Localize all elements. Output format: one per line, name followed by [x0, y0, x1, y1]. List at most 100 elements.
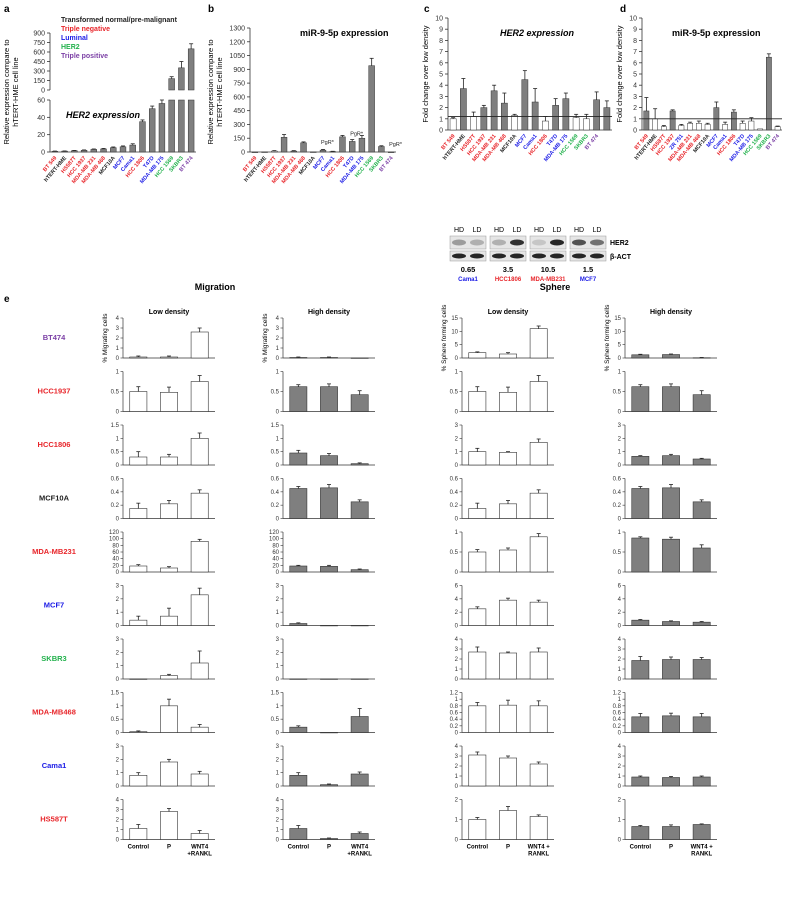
legend-entry: Luminal — [61, 35, 88, 42]
bar — [662, 538, 680, 573]
tick-label: 9 — [633, 27, 637, 34]
tick-label: 0.5 — [271, 450, 280, 456]
tick-label: 1 — [116, 370, 120, 376]
bar — [349, 141, 356, 153]
tick-label: 0 — [116, 517, 120, 523]
tick-label: 0.6 — [613, 711, 622, 717]
bar — [460, 88, 467, 131]
tick-label: 0 — [633, 128, 637, 135]
tick-label: 300 — [33, 69, 45, 76]
tick-label: 3 — [116, 637, 120, 643]
tick-label: 2 — [455, 764, 459, 770]
bar — [692, 659, 711, 680]
bar — [631, 716, 650, 733]
bar — [190, 726, 209, 733]
bar — [662, 715, 680, 733]
tick-label: 900 — [233, 67, 245, 74]
tick-label: 1050 — [229, 53, 245, 60]
bar — [739, 123, 746, 131]
tick-label: 0 — [116, 838, 120, 844]
group-title-migration: Migration — [195, 282, 236, 292]
tick-label: 0.5 — [111, 717, 120, 723]
tick-label: 6 — [618, 584, 622, 590]
tick-label: 2 — [276, 818, 280, 824]
blot-lane-label: LD — [473, 227, 482, 234]
tick-label: 0.5 — [450, 390, 459, 396]
bar — [339, 136, 346, 153]
blot-band — [532, 253, 546, 259]
bar — [529, 651, 548, 680]
tick-label: 4 — [276, 316, 280, 322]
tick-label: 3 — [455, 423, 459, 429]
tick-label: 0 — [241, 150, 245, 157]
bar — [149, 108, 156, 153]
bar — [190, 833, 209, 840]
bar — [631, 456, 650, 466]
blot-her2-strip — [449, 235, 487, 250]
row-label: Cama1 — [42, 761, 67, 770]
bar — [320, 357, 338, 359]
bar — [290, 150, 297, 153]
tick-label: 100 — [269, 537, 280, 543]
tick-label: 0 — [455, 677, 459, 683]
tick-label: 2 — [276, 597, 280, 603]
bar-upper-part — [187, 48, 195, 91]
bar — [320, 386, 338, 412]
row-label: HS587T — [40, 815, 68, 824]
tick-label: 6 — [455, 584, 459, 590]
panel-label-a: a — [4, 4, 10, 15]
tick-label: 0.5 — [613, 550, 622, 556]
tick-label: 0 — [618, 570, 622, 576]
tick-label: 0 — [276, 463, 280, 469]
tick-label: 2 — [116, 597, 120, 603]
tick-label: 80 — [272, 543, 279, 549]
tick-label: 3 — [116, 326, 120, 332]
tick-label: 1 — [455, 818, 459, 824]
bar — [350, 716, 369, 733]
tick-label: 0.2 — [271, 503, 280, 509]
bar — [320, 838, 338, 840]
tick-label: 15 — [451, 316, 458, 322]
tick-label: 1 — [116, 828, 120, 834]
bar — [280, 137, 288, 153]
tick-label: 3 — [455, 647, 459, 653]
blot-band — [572, 253, 586, 259]
y-axis-label: Fold change over low density — [615, 25, 624, 122]
bar — [531, 101, 539, 131]
tick-label: 4 — [439, 83, 443, 90]
tick-label: 1 — [276, 664, 280, 670]
bar — [310, 151, 317, 153]
column-subtitle: Low density — [149, 309, 190, 316]
bar-upper-part — [168, 78, 175, 91]
y-axis-label: % Migrating cells — [102, 313, 109, 363]
tick-label: 1 — [439, 116, 443, 123]
bar — [631, 488, 650, 519]
x-category-label: WNT4 — [351, 845, 369, 851]
tick-label: 0 — [455, 784, 459, 790]
bar — [350, 833, 369, 840]
bar — [190, 773, 209, 787]
blot-lane-label: LD — [593, 227, 602, 234]
tick-label: 0 — [41, 150, 45, 157]
bar — [289, 386, 308, 412]
tick-label: 0 — [455, 624, 459, 630]
bar — [662, 455, 680, 466]
bar — [468, 391, 487, 412]
bar — [669, 110, 676, 131]
bar — [119, 146, 127, 153]
bar — [499, 757, 517, 787]
tick-label: 3 — [276, 744, 280, 750]
bar — [631, 354, 650, 359]
blot-her2-strip — [489, 235, 527, 250]
tick-label: 5 — [618, 343, 622, 349]
tick-label: 0 — [439, 128, 443, 135]
bar — [160, 567, 178, 573]
tick-label: 0.4 — [271, 490, 280, 496]
tick-label: 2 — [276, 757, 280, 763]
tick-label: 0.4 — [450, 717, 459, 723]
tick-label: 60 — [112, 550, 119, 556]
bar — [320, 784, 338, 787]
bar — [160, 356, 178, 359]
tick-label: 1 — [455, 774, 459, 780]
tick-label: 4 — [633, 83, 637, 90]
